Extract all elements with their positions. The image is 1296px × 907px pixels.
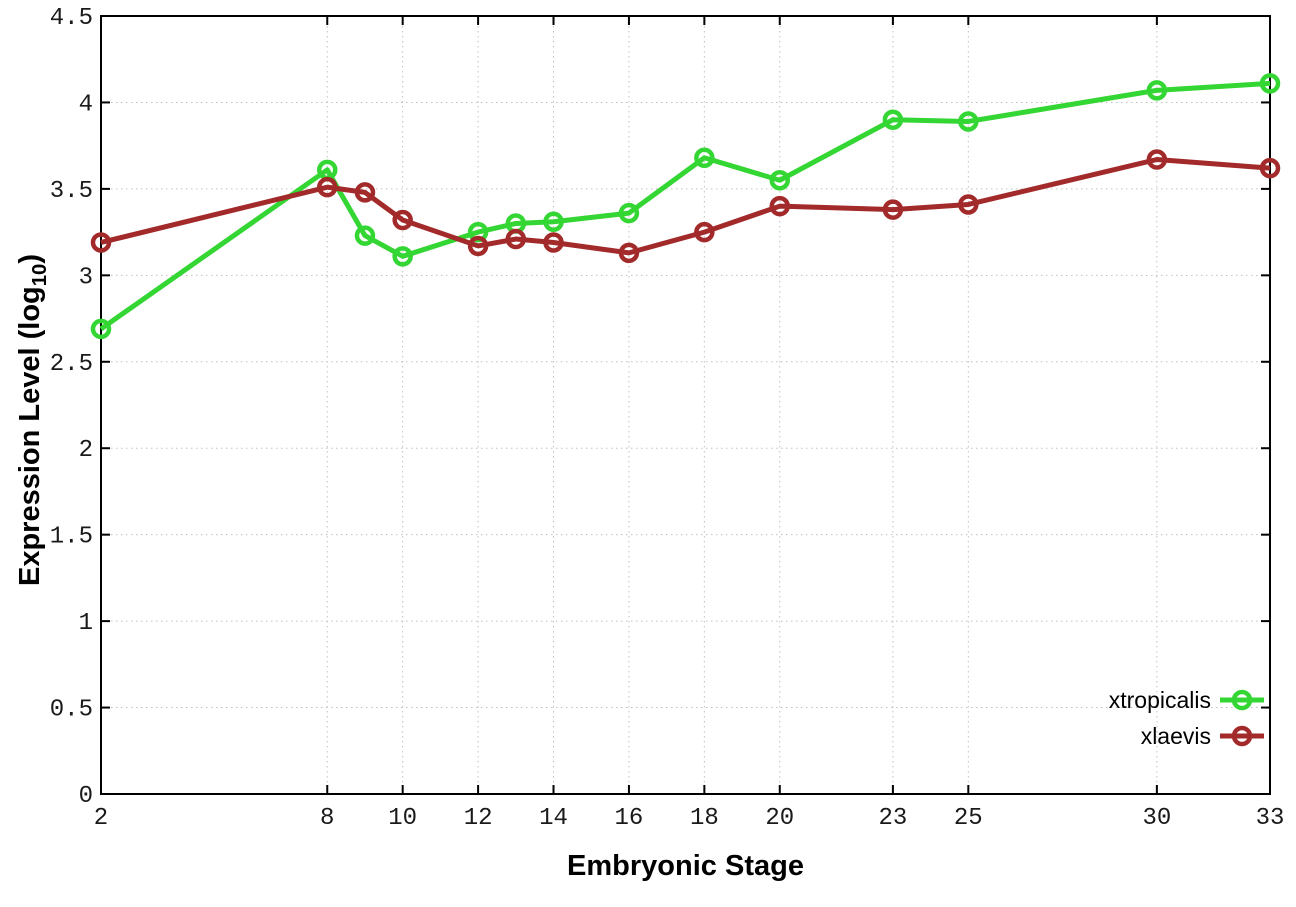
marker-xlaevis	[543, 232, 564, 253]
marker-xlaevis	[354, 182, 376, 203]
y-tick-label: 1.5	[50, 524, 93, 551]
legend-label-xtropicalis: xtropicalis	[1109, 687, 1211, 713]
legend-sample-marker-xlaevis	[1231, 725, 1253, 747]
marker-xtropicalis	[958, 111, 979, 132]
marker-xlaevis	[958, 194, 979, 215]
x-tick-label: 33	[1256, 805, 1285, 832]
marker-xtropicalis	[354, 225, 376, 246]
marker-xlaevis	[467, 235, 489, 257]
x-tick-label: 8	[320, 805, 334, 832]
y-tick-label: 2	[79, 437, 93, 464]
y-axis-title-close: )	[14, 254, 46, 264]
y-axis-title: Expression Level (log10)	[10, 70, 51, 770]
marker-xtropicalis	[1146, 80, 1168, 101]
marker-xlaevis	[392, 209, 413, 231]
marker-xtropicalis	[90, 318, 112, 340]
x-tick-label: 18	[690, 805, 719, 832]
plot-border	[100, 15, 1271, 795]
x-tick-label: 30	[1142, 805, 1171, 832]
x-tick-label: 20	[765, 805, 794, 832]
x-axis-title: Embryonic Stage	[567, 850, 804, 882]
y-tick-label: 0	[79, 783, 93, 810]
marker-xtropicalis	[543, 211, 564, 232]
marker-xlaevis	[618, 242, 640, 264]
marker-xlaevis	[90, 232, 112, 253]
y-tick-label: 4.5	[50, 5, 93, 32]
marker-xtropicalis	[618, 202, 640, 224]
y-axis-title-subscript: 10	[28, 263, 51, 287]
y-tick-label: 0.5	[50, 697, 93, 724]
marker-xlaevis	[317, 176, 338, 198]
marker-xlaevis	[1259, 157, 1281, 179]
marker-xtropicalis	[882, 109, 904, 130]
marker-xlaevis	[1146, 149, 1168, 170]
marker-xlaevis	[694, 221, 715, 243]
marker-xtropicalis	[392, 246, 413, 267]
marker-xtropicalis	[769, 169, 791, 191]
y-tick-label: 3.5	[50, 178, 93, 205]
y-tick-label: 4	[79, 91, 93, 118]
x-tick-label: 25	[954, 805, 983, 832]
x-tick-label: 16	[615, 805, 644, 832]
y-tick-label: 3	[79, 264, 93, 291]
y-tick-label: 2.5	[50, 351, 93, 378]
x-tick-label: 23	[878, 805, 907, 832]
y-tick-label: 1	[79, 610, 93, 637]
y-axis-title-text: Expression Level (log	[14, 286, 46, 586]
marker-xtropicalis	[694, 147, 715, 169]
marker-xlaevis	[882, 199, 904, 220]
series-line-xtropicalis	[99, 80, 1271, 331]
marker-xlaevis	[505, 228, 527, 250]
legend-label-xlaevis: xlaevis	[1141, 723, 1211, 749]
x-tick-label: 12	[464, 805, 493, 832]
x-tick-label: 10	[388, 805, 417, 832]
marker-xlaevis	[769, 195, 791, 217]
legend-sample-marker-xtropicalis	[1231, 689, 1253, 711]
marker-xtropicalis	[1259, 73, 1281, 94]
x-tick-label: 14	[539, 805, 568, 832]
x-tick-label: 2	[94, 805, 108, 832]
